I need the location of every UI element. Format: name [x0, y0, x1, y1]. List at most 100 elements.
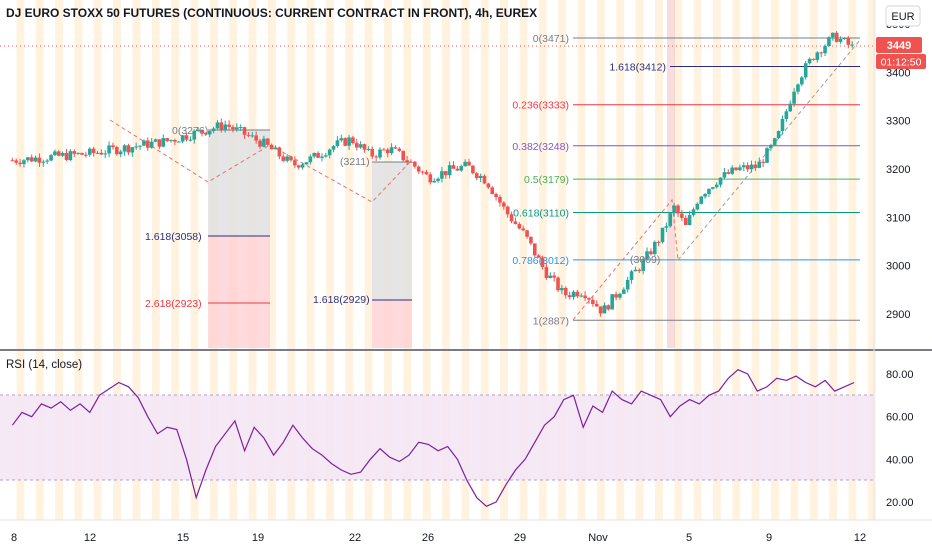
candle-body	[594, 303, 599, 307]
session-band	[74, 0, 83, 520]
candle-body	[207, 130, 212, 135]
candle-body	[161, 138, 166, 147]
candle-body	[734, 167, 738, 171]
candle-body	[536, 255, 541, 258]
time-axis[interactable]: 8 12 15 19 22 26 29 Nov 5 9 12	[11, 532, 866, 544]
fib-level-label: 0.382(3248)	[512, 141, 569, 153]
session-band	[461, 0, 470, 520]
candle-body	[707, 188, 711, 195]
candle-body	[749, 164, 754, 170]
candle-body	[544, 267, 549, 279]
candle-body	[591, 299, 595, 304]
candle-body	[788, 103, 793, 112]
candle-body	[362, 144, 367, 150]
candle-body	[331, 146, 336, 150]
candle-body	[211, 128, 216, 131]
time-tick-label: 8	[11, 532, 17, 544]
candle-body	[478, 175, 483, 179]
candle-body	[130, 147, 135, 153]
candle-body	[513, 221, 518, 225]
candle-body	[258, 140, 262, 147]
candle-body	[296, 165, 301, 168]
candle-body	[157, 139, 162, 147]
candle-body	[176, 141, 181, 143]
candle-body	[324, 155, 328, 157]
candle-body	[447, 165, 452, 176]
candle-body	[192, 130, 197, 140]
time-tick-label: 29	[514, 532, 526, 544]
candle-body	[695, 203, 700, 210]
candle-body	[215, 122, 220, 129]
candle-body	[842, 37, 847, 40]
candle-body	[409, 161, 413, 163]
candle-body	[614, 294, 618, 298]
rsi-axis[interactable]: 20.00 40.00 60.00 80.00	[886, 369, 914, 509]
candle-body	[772, 138, 777, 145]
candle-body	[494, 193, 498, 197]
session-band	[364, 0, 373, 520]
candle-body	[196, 129, 200, 131]
candle-body	[625, 279, 630, 290]
trend-line-c	[572, 198, 679, 321]
countdown-badge-bg	[876, 54, 926, 69]
candle-body	[463, 161, 467, 167]
candle-body	[443, 171, 448, 176]
candle-body	[428, 174, 433, 183]
countdown-badge: 01:12:50	[876, 54, 926, 69]
currency-button[interactable]: EUR	[885, 5, 921, 27]
candle-body	[347, 137, 351, 146]
candle-body	[529, 236, 533, 244]
last-price-value: 3449	[887, 40, 911, 52]
rsi-band	[0, 395, 874, 480]
candle-body	[188, 139, 193, 141]
candle-body	[72, 151, 77, 154]
candle-body	[641, 259, 645, 271]
candle-body	[366, 148, 371, 150]
session-band	[519, 0, 528, 520]
candle-body	[87, 148, 92, 155]
candle-body	[474, 173, 479, 179]
candle-body	[509, 214, 514, 222]
candle-body	[796, 84, 800, 92]
trend-line-d	[677, 39, 861, 261]
time-tick-label: Nov	[588, 532, 608, 544]
candle-body	[80, 152, 84, 155]
candle-body	[76, 152, 80, 154]
candle-body	[807, 58, 812, 64]
candle-body	[823, 46, 827, 54]
session-band	[190, 0, 199, 520]
candle-body	[111, 145, 115, 148]
candle-body	[552, 275, 556, 278]
candle-body	[610, 294, 614, 310]
rsi-line	[11, 368, 855, 508]
candle-body	[722, 172, 727, 178]
candle-body	[358, 144, 363, 148]
candle-body	[459, 166, 464, 171]
candle-body	[300, 164, 305, 168]
candle-body	[53, 151, 57, 156]
currency-button-bg[interactable]	[885, 5, 921, 27]
candle-body	[281, 156, 286, 161]
candle-body	[401, 150, 406, 161]
fib-level-label: 0.618(3110)	[513, 208, 569, 220]
candle-body	[575, 291, 580, 297]
candle-body	[126, 145, 131, 153]
time-tick-label: 15	[177, 532, 189, 544]
candle-body	[676, 205, 680, 214]
candle-body	[184, 135, 189, 140]
candle-body	[656, 241, 661, 243]
candle-body	[579, 295, 584, 297]
candle-body	[741, 165, 746, 168]
session-band	[500, 0, 509, 520]
candle-body	[354, 143, 359, 148]
candle-body	[223, 124, 227, 130]
candle-body	[556, 277, 560, 291]
candle-body	[819, 52, 823, 54]
candle-body	[467, 161, 471, 166]
candle-body	[490, 187, 495, 194]
candle-body	[29, 157, 34, 162]
session-band	[442, 0, 451, 520]
session-band	[113, 0, 122, 520]
currency-button-label[interactable]: EUR	[891, 11, 914, 23]
